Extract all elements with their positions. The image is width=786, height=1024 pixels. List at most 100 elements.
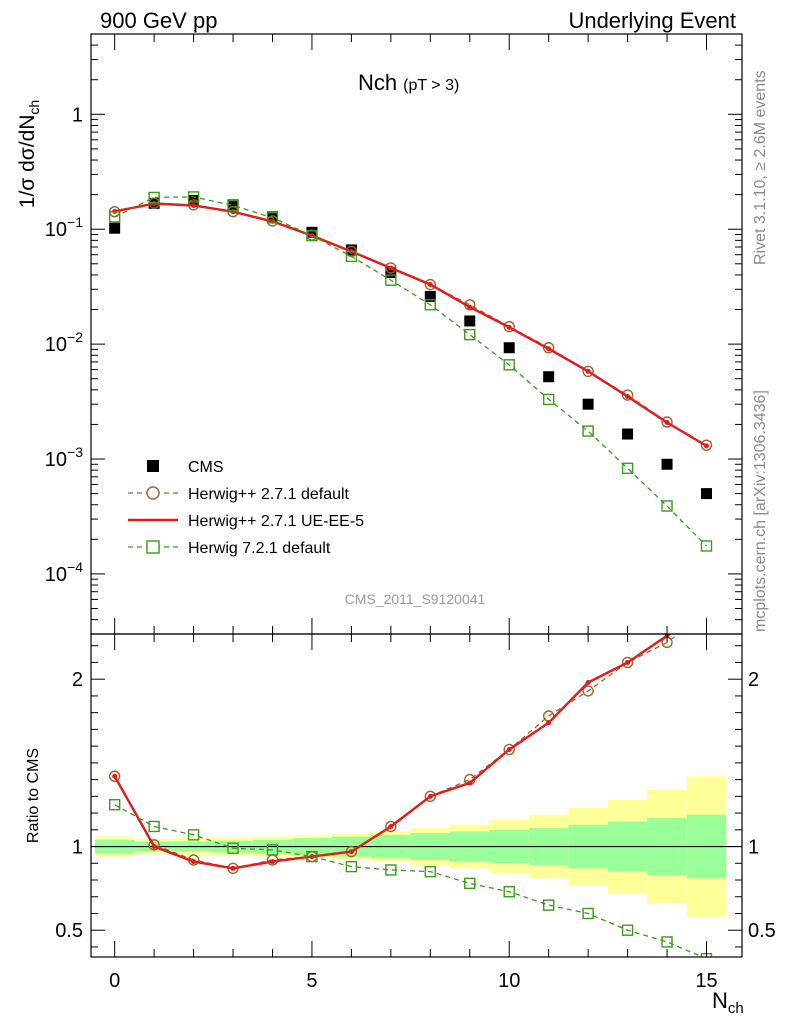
ratio-x-tick-label: 15 [695, 970, 717, 992]
main-hwpp-default-point [542, 342, 555, 354]
main-hw7-default-point [542, 393, 555, 406]
main-hw7-default-point [187, 191, 200, 203]
ratio-hwpp-ueee5-point [546, 720, 552, 726]
ratio-x-tick-label: 10 [498, 970, 520, 992]
ratio-hwpp-default-point [621, 656, 634, 669]
legend-label: Herwig++ 2.7.1 UE-EE-5 [188, 513, 364, 530]
ratio-panel: 0 5 10 15 0.5 0.5 1 1 2 2 Ratio to CMS Nch [25, 606, 776, 1017]
main-hw7-default-point [108, 211, 121, 223]
ratio-hw7-default-point [503, 886, 515, 898]
legend-marker-circle [146, 486, 160, 500]
header-right: Underlying Event [568, 8, 736, 33]
main-hwpp-ueee5-point [703, 443, 709, 449]
main-cms-point [543, 371, 555, 383]
main-hwpp-default-point [424, 278, 437, 291]
main-y-tick-label: 1 [72, 104, 83, 126]
main-cms-point [306, 226, 318, 238]
ratio-hw7-default-point [266, 844, 279, 856]
main-hwpp-ueee5-point [388, 265, 394, 271]
main-cms-point [582, 398, 594, 410]
main-hwpp-default-line [114, 202, 707, 446]
main-hw7-default-point [661, 500, 673, 512]
main-hwpp-default-point [700, 439, 713, 451]
legend-label: CMS [188, 459, 224, 476]
main-hwpp-default-point [661, 416, 673, 428]
ratio-hw7-default-line [114, 804, 705, 957]
main-hw7-default-point [621, 462, 634, 475]
ratio-hwpp-default-point [701, 607, 711, 617]
ratio-hwpp-default-point [148, 839, 160, 851]
main-hwpp-ueee5-series [112, 201, 709, 449]
main-hw7-default-point [227, 199, 239, 212]
ratio-hw7-default-point [385, 864, 397, 876]
main-cms-point [464, 315, 476, 327]
ratio-hwpp-ueee5-point [230, 865, 236, 871]
ratio-y-tick-label-right: 1 [748, 837, 759, 859]
main-hwpp-ueee5-point [625, 394, 631, 400]
ratio-x-tick-label: 5 [306, 970, 317, 992]
ratio-hwpp-ueee5-point [112, 773, 118, 779]
ratio-hwpp-ueee5-series [112, 606, 709, 871]
ratio-hwpp-ueee5-point [506, 746, 512, 752]
ratio-hwpp-ueee5-point [625, 659, 631, 665]
header-left: 900 GeV pp [100, 8, 217, 33]
main-hw7-default-point [345, 250, 358, 263]
ratio-y-tick-label-right: 2 [748, 669, 759, 691]
mcplots-label: mcplots.cern.ch [arXiv:1306.3436] [752, 390, 769, 632]
main-cms-point [661, 458, 673, 470]
main-hwpp-ueee5-point [191, 202, 197, 208]
main-hwpp-ueee5-point [546, 346, 552, 352]
main-y-tick-label: 10−4 [45, 559, 83, 586]
main-y-tick-label: 10−2 [45, 329, 83, 356]
main-hw7-default-point [582, 425, 594, 437]
main-cms-point [700, 488, 712, 500]
rivet-label: Rivet 3.1.10, ≥ 2.6M events [752, 70, 769, 265]
main-hw7-default-point [385, 274, 397, 286]
main-hwpp-default-point [621, 389, 634, 401]
ratio-hwpp-ueee5-point [467, 780, 473, 786]
main-hwpp-default-point [582, 365, 594, 377]
main-hw7-default-point [266, 211, 279, 224]
ratio-hwpp-ueee5-point [388, 823, 394, 829]
main-y-tick-label: 10−1 [45, 214, 83, 241]
ratio-hwpp-default-point [108, 770, 121, 782]
ratio-y-axis-title: Ratio to CMS [25, 748, 42, 843]
ratio-y-tick-label-left: 0.5 [55, 920, 83, 942]
main-panel: 1 10−1 10−2 10−3 10−4 1/σ dσ/dNch Nch (pT > 3) C… [16, 33, 743, 635]
main-hwpp-default-point [503, 320, 515, 333]
ratio-y-tick-label-right: 0.5 [748, 920, 776, 942]
ratio-hwpp-ueee5-point [427, 793, 433, 799]
ratio-hw7-default-point [306, 850, 318, 863]
ratio-hw7-default-point [582, 907, 594, 920]
ratio-y-tick-label-left: 2 [72, 669, 83, 691]
ratio-hw7-default-point [148, 820, 160, 833]
ratio-hw7-default-point [187, 829, 200, 841]
main-cms-point [109, 222, 121, 234]
legend-marker-square [146, 540, 160, 554]
legend-label: Herwig 7.2.1 default [188, 540, 331, 557]
main-hwpp-ueee5-point [585, 368, 591, 374]
ratio-hw7-default-point [542, 899, 555, 911]
ratio-hw7-default-point [661, 936, 673, 948]
main-hw7-default-point [503, 359, 515, 371]
ratio-hwpp-default-point [582, 685, 594, 697]
main-hwpp-ueee5-point [506, 324, 512, 330]
ratio-hw7-default-point [227, 842, 239, 854]
main-cms-point [424, 290, 436, 302]
legend: CMS Herwig++ 2.7.1 default Herwig++ 2.7.1 … [128, 459, 364, 557]
main-cms-series [109, 194, 712, 500]
ratio-hwpp-ueee5-point [704, 606, 709, 611]
main-cms-point [622, 428, 634, 440]
main-hwpp-default-point [385, 262, 397, 274]
main-hwpp-default-series [108, 197, 713, 451]
ratio-hwpp-ueee5-point [191, 859, 197, 865]
ratio-hwpp-default-point [503, 743, 515, 756]
analysis-label: CMS_2011_S9120041 [345, 591, 486, 607]
main-hw7-default-series [108, 191, 713, 552]
ratio-hwpp-default-point [424, 790, 437, 803]
ratio-hw7-default-point [621, 924, 634, 936]
main-hwpp-ueee5-point [664, 419, 670, 425]
main-hwpp-ueee5-point [467, 304, 473, 310]
ratio-hw7-default-point [345, 860, 358, 873]
